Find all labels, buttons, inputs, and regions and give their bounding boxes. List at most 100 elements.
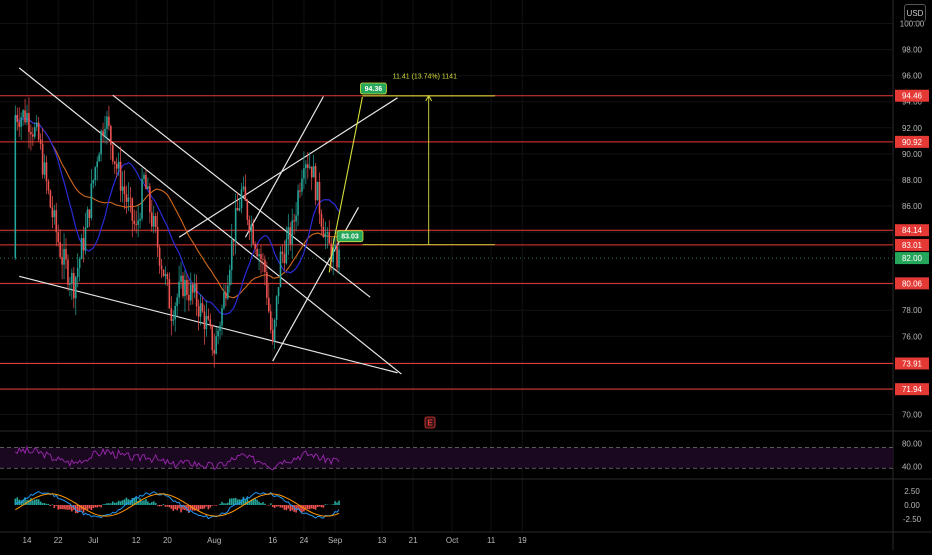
candle-body xyxy=(328,232,330,243)
candle xyxy=(163,269,165,277)
candle-body xyxy=(30,132,32,134)
macd-bar xyxy=(334,501,336,505)
candle xyxy=(266,262,268,305)
macd-bar xyxy=(282,505,284,508)
macd-bar xyxy=(288,505,290,509)
candle-body xyxy=(38,123,40,140)
macd-bar xyxy=(89,505,91,509)
price-tick-6: 88.00 xyxy=(902,176,923,185)
macd-bar xyxy=(63,505,65,509)
macd-bar xyxy=(153,501,155,505)
candle-body xyxy=(291,220,293,244)
candle xyxy=(229,265,231,293)
candle xyxy=(323,218,325,237)
candle-body xyxy=(151,212,153,226)
candle-body xyxy=(313,166,315,177)
time-tick-13: 19 xyxy=(518,536,527,545)
candle-body xyxy=(184,280,186,296)
macd-bar xyxy=(159,505,161,506)
candle-body xyxy=(89,210,91,218)
candle-body xyxy=(139,219,141,221)
candle-body xyxy=(241,189,243,208)
candle-body xyxy=(319,182,321,214)
macd-bar xyxy=(309,505,311,509)
macd-bar xyxy=(319,505,321,507)
candle-body xyxy=(96,162,98,168)
candle xyxy=(184,270,186,312)
candle-body xyxy=(155,216,157,227)
candle-body xyxy=(210,319,212,325)
candle xyxy=(130,187,132,213)
candle-body xyxy=(141,179,143,219)
candle-body xyxy=(286,239,288,263)
candle-body xyxy=(311,167,313,178)
candle-body xyxy=(260,254,262,259)
candle xyxy=(219,321,221,339)
candle-body xyxy=(301,179,303,192)
candle-body xyxy=(16,115,18,122)
candle-body xyxy=(81,238,83,259)
level-badge-6: 71.94 xyxy=(895,383,929,395)
level-badge-3: 83.01 xyxy=(895,239,929,251)
macd-bar xyxy=(87,505,89,510)
candle xyxy=(55,203,57,246)
candle-body xyxy=(213,350,215,354)
candle-body xyxy=(278,287,280,296)
candle xyxy=(176,294,178,317)
price-tick-2: 96.00 xyxy=(902,72,923,81)
candle-body xyxy=(114,161,116,163)
candle-body xyxy=(44,162,46,174)
candle xyxy=(114,161,116,174)
candle-body xyxy=(67,260,69,285)
macd-bar xyxy=(284,505,286,510)
time-tick-11: Oct xyxy=(446,536,459,545)
candle-body xyxy=(36,123,38,128)
candle-body xyxy=(104,129,106,136)
macd-bar xyxy=(225,503,227,505)
macd-bar xyxy=(338,501,340,505)
candle xyxy=(87,207,89,228)
measure-label: 11.41 (13.74%) 1141 xyxy=(393,73,457,80)
candle-body xyxy=(153,216,155,227)
currency-badge[interactable]: USD xyxy=(904,4,926,22)
candle-body xyxy=(15,115,17,258)
candle xyxy=(50,189,52,208)
candle-body xyxy=(299,190,301,191)
macd-bar xyxy=(16,497,18,505)
candle-body xyxy=(297,190,299,215)
candle-body xyxy=(327,232,329,233)
candle xyxy=(186,274,188,300)
macd-bar xyxy=(286,505,288,510)
candle-body xyxy=(69,284,71,285)
level-badge-5: 73.91 xyxy=(895,358,929,370)
candle-body xyxy=(309,167,311,168)
level-badge-text: 84.14 xyxy=(902,226,923,235)
price-tick-4: 92.00 xyxy=(902,124,923,133)
macd-bar xyxy=(315,505,317,510)
candle xyxy=(241,183,243,213)
candle xyxy=(63,233,65,279)
candle-body xyxy=(61,257,63,265)
macd-bar xyxy=(178,505,180,509)
candle xyxy=(204,305,206,345)
macd-bar xyxy=(278,505,280,506)
candle xyxy=(110,125,112,160)
candle-body xyxy=(120,162,122,191)
macd-bar xyxy=(120,501,122,505)
candle-body xyxy=(118,162,120,169)
candle xyxy=(98,152,100,162)
candle xyxy=(190,273,192,306)
candle xyxy=(315,163,317,205)
candle-body xyxy=(20,117,22,127)
candle-body xyxy=(252,225,254,244)
candle xyxy=(147,178,149,190)
macd-bar xyxy=(229,499,231,505)
candle-body xyxy=(91,183,93,217)
macd-bar xyxy=(151,502,153,505)
macd-bar xyxy=(307,505,309,509)
candle-body xyxy=(208,316,210,319)
macd-bar xyxy=(155,503,157,505)
candle xyxy=(54,205,56,225)
candle-body xyxy=(157,227,159,248)
